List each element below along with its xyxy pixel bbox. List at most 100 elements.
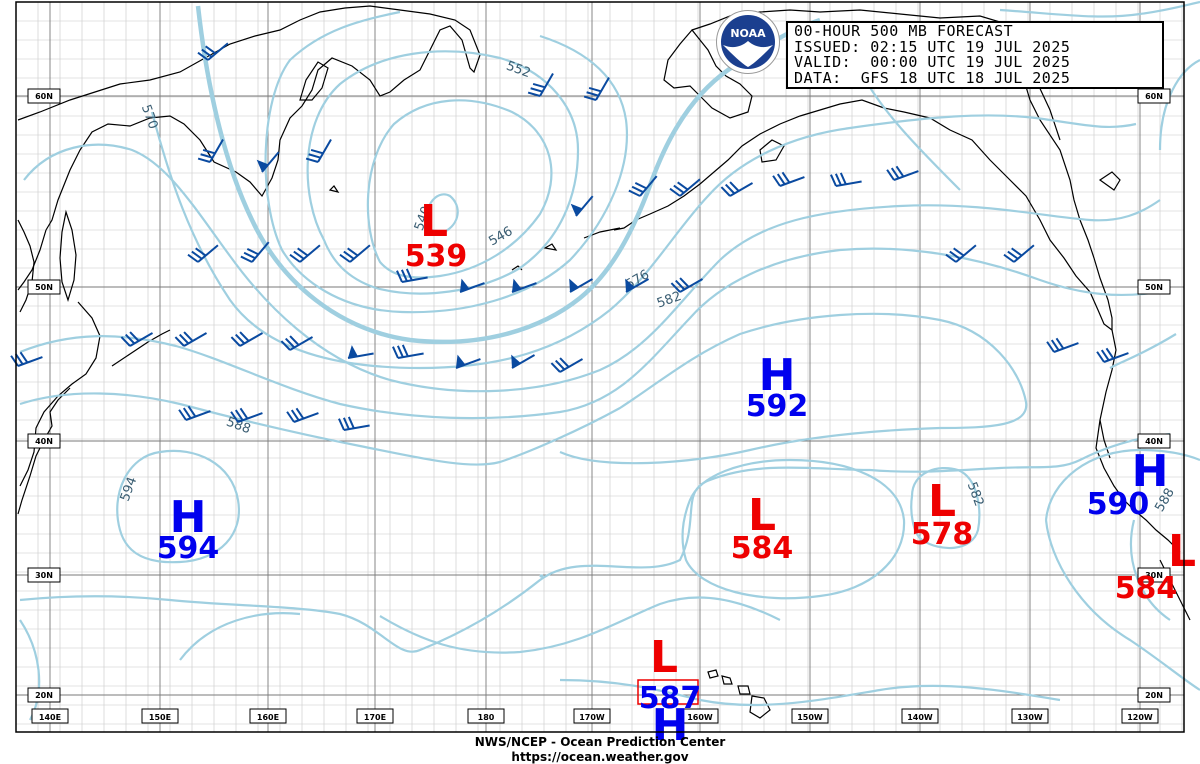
wind-barb — [670, 277, 704, 293]
wind-barb — [230, 407, 263, 423]
wind-barb — [886, 165, 919, 181]
contour-576 — [23, 143, 1161, 393]
longitude-label: 140W — [901, 708, 939, 724]
wind-barb — [625, 278, 650, 293]
wind-barb — [197, 42, 229, 61]
svg-text:40N: 40N — [1145, 437, 1163, 446]
center-letter: L — [1168, 526, 1196, 577]
latitude-label: 60N — [27, 88, 61, 104]
center-value: 539 — [405, 239, 468, 274]
center-value: 584 — [1115, 571, 1178, 606]
wind-barb — [396, 268, 428, 283]
svg-text:160E: 160E — [257, 713, 279, 722]
wind-barb — [511, 278, 537, 293]
center-letter: H — [170, 492, 207, 543]
forecast-header: 00-HOUR 500 MB FORECAST ISSUED: 02:15 UTC… — [786, 21, 1164, 89]
wind-barb — [459, 278, 485, 293]
latitude-label: 20N — [27, 687, 61, 703]
svg-text:140E: 140E — [39, 713, 61, 722]
wind-barb — [527, 72, 554, 97]
svg-text:170E: 170E — [364, 713, 386, 722]
contour-570 — [150, 111, 1137, 370]
latitude-label: 30N — [1137, 567, 1171, 583]
svg-text:50N: 50N — [35, 283, 53, 292]
svg-text:30N: 30N — [35, 571, 53, 580]
svg-text:150E: 150E — [149, 713, 171, 722]
wind-barb — [240, 241, 270, 263]
height-contours — [19, 0, 1200, 721]
contour-588 — [19, 312, 1028, 466]
longitude-label: 160E — [249, 708, 287, 724]
wind-barb — [174, 331, 208, 347]
svg-text:130W: 130W — [1017, 713, 1043, 722]
longitude-label: 180 — [467, 708, 505, 724]
center-letter: L — [748, 490, 776, 541]
center-value: 584 — [731, 531, 794, 566]
contour-582-loop — [910, 466, 981, 550]
contour-552 — [306, 50, 580, 295]
header-issued: ISSUED: 02:15 UTC 19 JUL 2025 — [794, 37, 1071, 56]
contour-558 — [264, 10, 628, 314]
latitude-label: 30N — [27, 567, 61, 583]
wind-barb — [1096, 347, 1129, 363]
latitude-label: 20N — [1137, 687, 1171, 703]
longitude-label: 160W — [681, 708, 719, 724]
svg-text:180: 180 — [478, 713, 495, 722]
longitude-label: 170W — [573, 708, 611, 724]
wind-barb — [339, 244, 371, 263]
wind-barb — [392, 344, 424, 359]
latitude-label: 50N — [1137, 279, 1171, 295]
header-title: 00-HOUR 500 MB FORECAST — [794, 22, 1014, 40]
wind-barb — [178, 405, 211, 421]
svg-text:120W: 120W — [1127, 713, 1153, 722]
wind-barb — [120, 331, 154, 347]
wind-barb — [347, 345, 374, 359]
longitude-label: 140E — [31, 708, 69, 724]
svg-text:150W: 150W — [797, 713, 823, 722]
wind-barb — [1046, 337, 1079, 353]
longitude-label: 120W — [1121, 708, 1159, 724]
svg-text:160W: 160W — [687, 713, 713, 722]
wind-barb — [669, 178, 701, 197]
footer-agency: NWS/NCEP - Ocean Prediction Center — [474, 735, 726, 749]
wind-barb — [197, 138, 224, 163]
center-value: 592 — [746, 389, 809, 424]
latitude-label: 40N — [1137, 433, 1171, 449]
wind-barb — [338, 416, 370, 431]
center-value: 587 — [639, 681, 702, 716]
svg-text:60N: 60N — [1145, 92, 1163, 101]
wind-barb — [570, 195, 594, 217]
contour-582 — [19, 247, 1171, 420]
wind-barb — [569, 278, 594, 293]
wind-barb — [1003, 244, 1035, 263]
svg-text:60N: 60N — [35, 92, 53, 101]
wind-barbs — [10, 42, 1129, 431]
contour-546 — [366, 99, 553, 279]
center-letter-partial: H — [652, 700, 689, 751]
wind-barb — [305, 138, 332, 163]
header-data: DATA: GFS 18 UTC 18 JUL 2025 — [794, 68, 1071, 87]
wind-barb — [256, 151, 280, 173]
latitude-label: 50N — [27, 279, 61, 295]
contour-594 — [116, 449, 241, 564]
center-value: 590 — [1087, 487, 1150, 522]
center-letter: H — [759, 350, 796, 401]
center-value: 578 — [911, 517, 974, 552]
wind-barb — [772, 171, 805, 187]
wind-barb — [10, 351, 43, 367]
wind-barb — [280, 335, 314, 351]
svg-text:40N: 40N — [35, 437, 53, 446]
svg-text:170W: 170W — [579, 713, 605, 722]
longitude-label: 150W — [791, 708, 829, 724]
pressure-centers: L 539 H 592 H 594 L 584 L 578 H 590 L 58… — [157, 196, 1196, 751]
center-letter: L — [420, 196, 448, 247]
svg-text:NOAA: NOAA — [730, 27, 766, 40]
footer-url[interactable]: https://ocean.weather.gov — [511, 750, 689, 764]
longitude-label: 170E — [356, 708, 394, 724]
svg-text:30N: 30N — [1145, 571, 1163, 580]
header-valid: VALID: 00:00 UTC 19 JUL 2025 — [794, 53, 1071, 71]
svg-text:140W: 140W — [907, 713, 933, 722]
noaa-logo-icon: NOAA — [716, 10, 780, 74]
svg-text:20N: 20N — [1145, 691, 1163, 700]
